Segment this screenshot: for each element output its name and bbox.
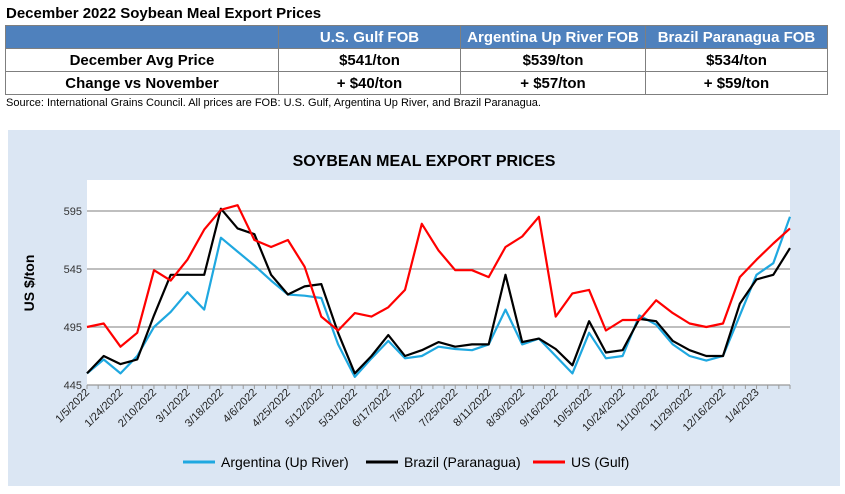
row-label: Change vs November: [5, 71, 279, 95]
y-tick-label: 545: [64, 264, 82, 276]
table-cell: + $57/ton: [460, 71, 646, 95]
header-cell: Brazil Paranagua FOB: [645, 25, 828, 49]
header-cell: [5, 25, 279, 49]
y-tick-label: 595: [64, 206, 82, 218]
table-cell: $541/ton: [278, 48, 461, 72]
plot-background: [87, 180, 790, 385]
legend-label: Brazil (Paranagua): [404, 454, 521, 470]
legend-label: Argentina (Up River): [221, 454, 349, 470]
table-cell: + $40/ton: [278, 71, 461, 95]
series-line-us: [86, 204, 791, 348]
table-row: Change vs November + $40/ton + $57/ton +…: [5, 71, 828, 95]
legend-label: US (Gulf): [571, 454, 629, 470]
price-table: U.S. Gulf FOB Argentina Up River FOB Bra…: [5, 25, 828, 95]
chart-title: SOYBEAN MEAL EXPORT PRICES: [293, 153, 556, 170]
source-note: Source: International Grains Council. Al…: [6, 97, 541, 109]
table-cell: + $59/ton: [645, 71, 828, 95]
series-line-argentina: [86, 216, 792, 378]
table-title: December 2022 Soybean Meal Export Prices: [6, 5, 322, 22]
y-axis-label: US $/ton: [21, 255, 37, 312]
table-row: December Avg Price $541/ton $539/ton $53…: [5, 48, 828, 72]
x-tick-label: 1/4/2023: [723, 387, 762, 426]
table-cell: $539/ton: [460, 48, 646, 72]
y-tick-label: 495: [64, 322, 82, 334]
header-cell: Argentina Up River FOB: [460, 25, 646, 49]
row-label: December Avg Price: [5, 48, 279, 72]
table-header-row: U.S. Gulf FOB Argentina Up River FOB Bra…: [5, 25, 828, 49]
y-tick-label: 445: [64, 380, 82, 392]
series-line-brazil: [86, 207, 791, 375]
